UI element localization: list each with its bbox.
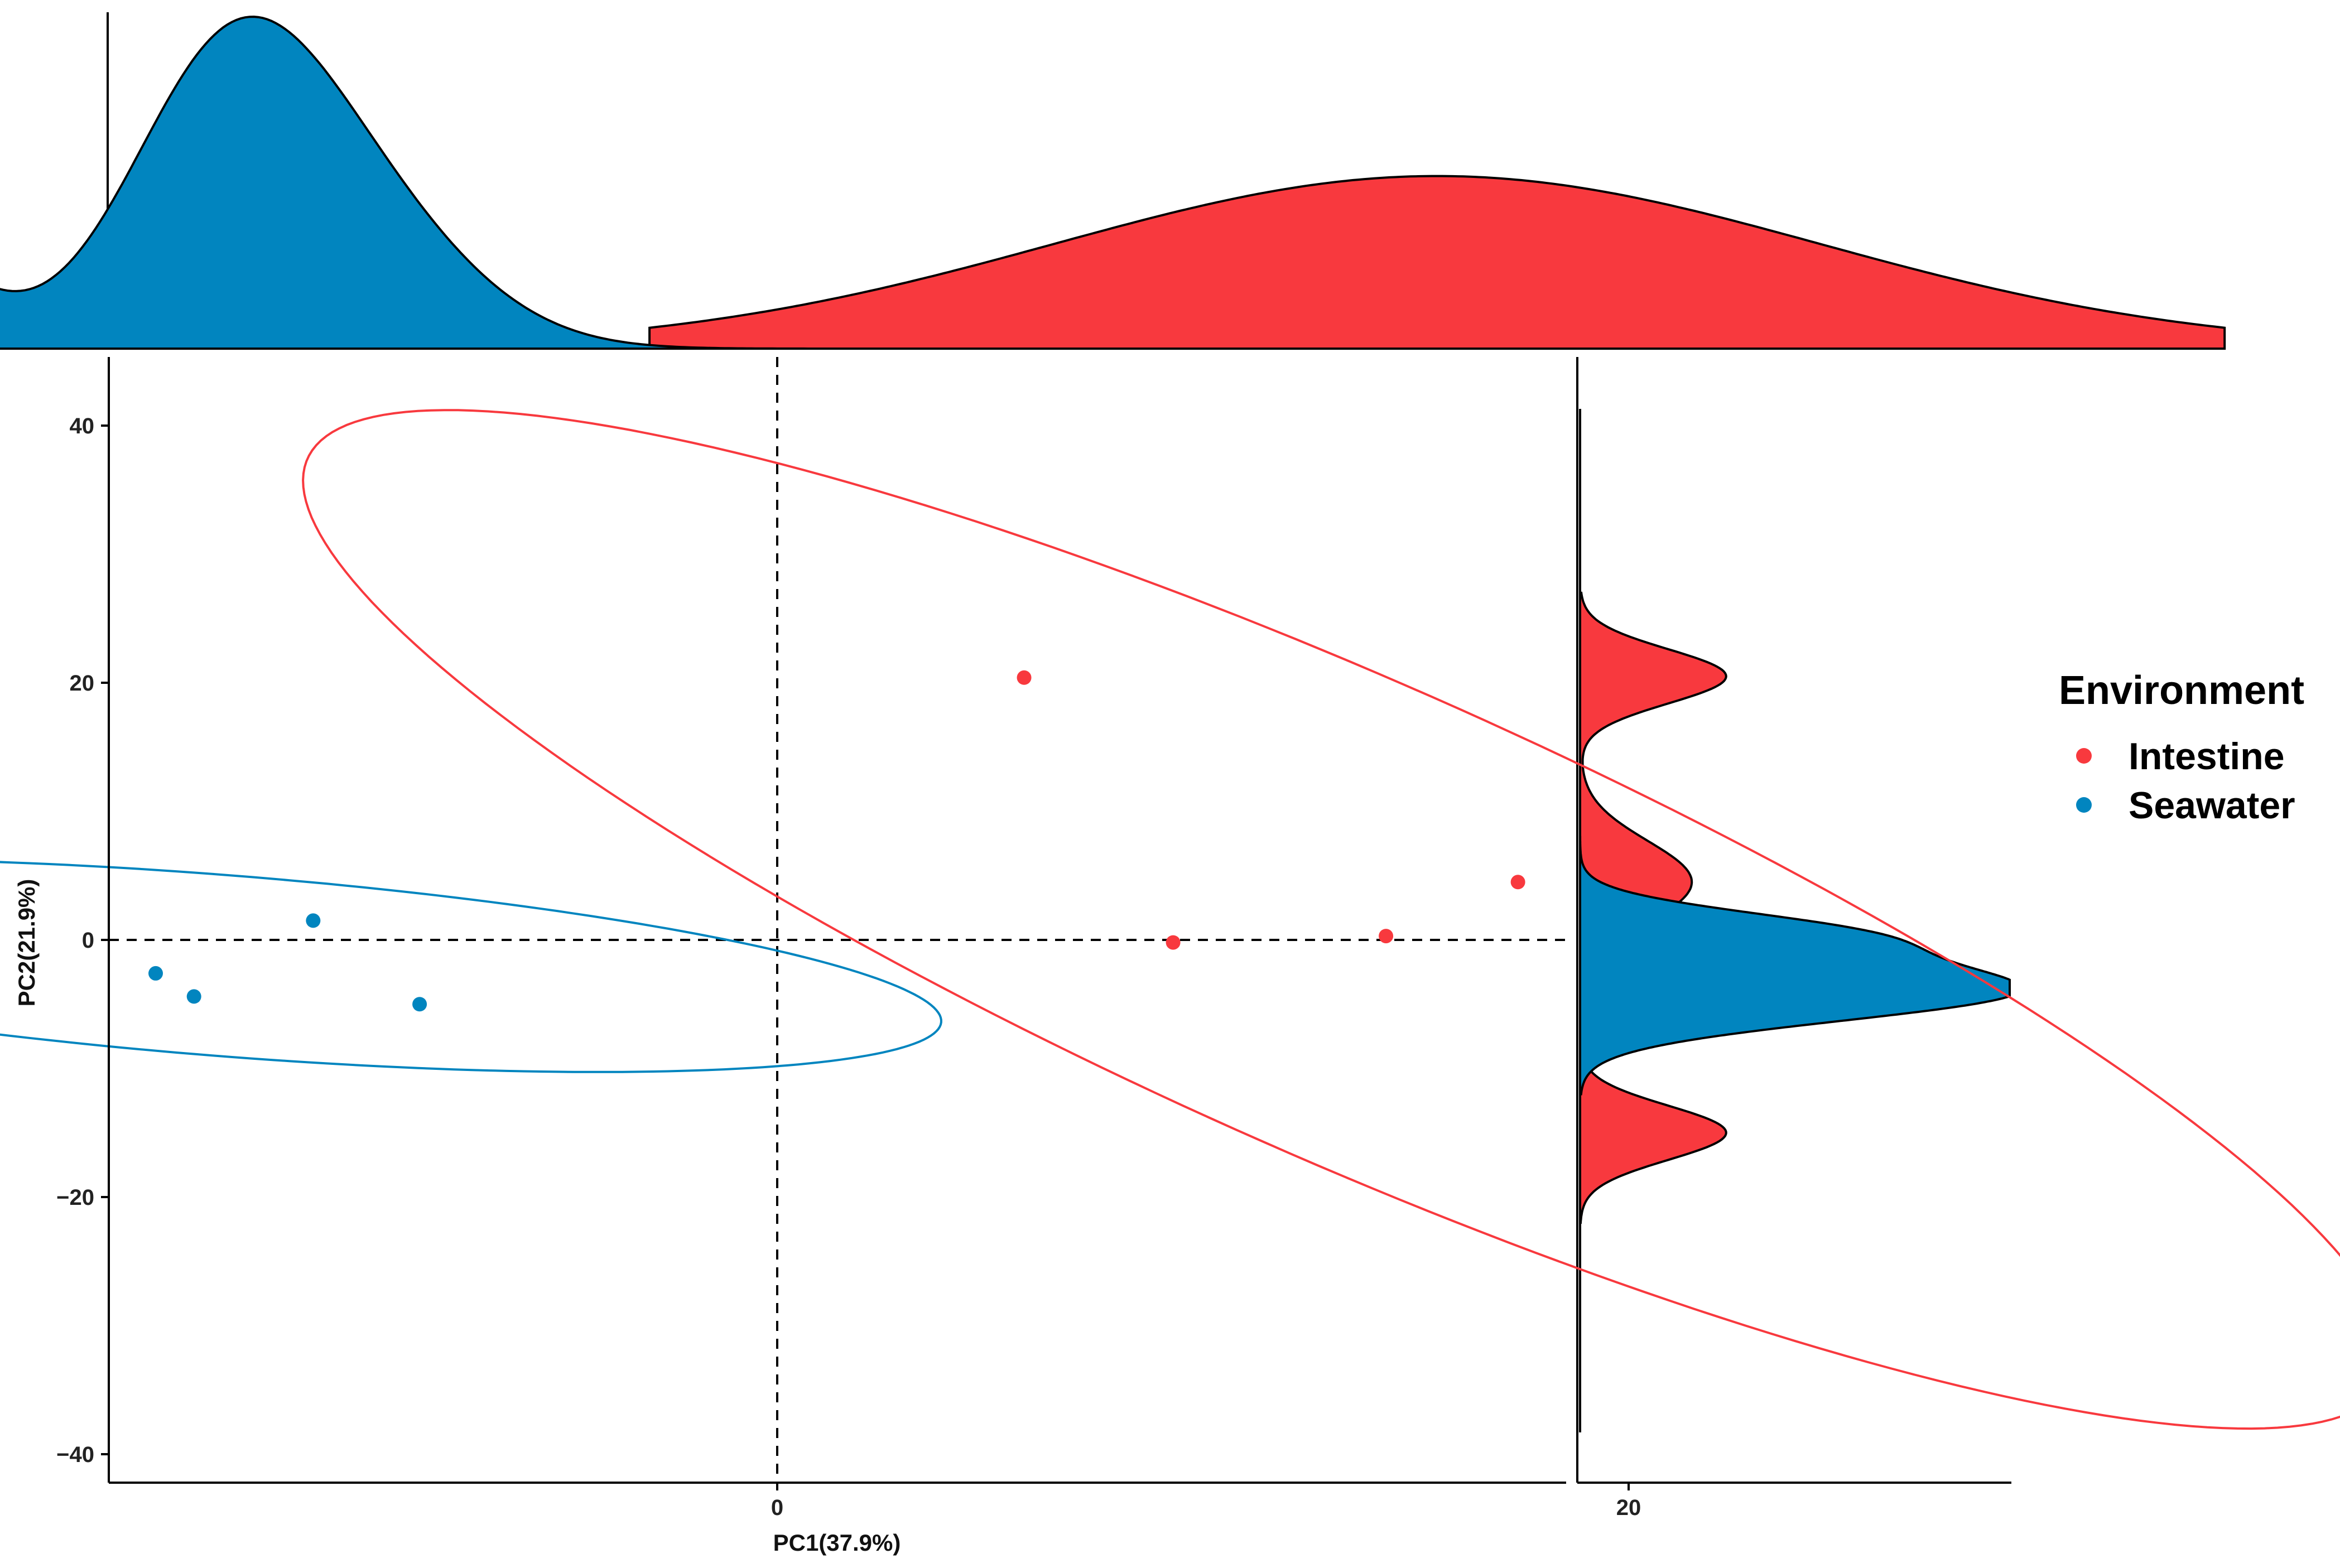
x-axis-title: PC1(37.9%) bbox=[773, 1530, 901, 1556]
seawater-data-point bbox=[306, 913, 321, 928]
y-tick-label: 20 bbox=[70, 671, 95, 696]
main-scatter-panel bbox=[0, 357, 2340, 1483]
y-tick-label: −20 bbox=[56, 1185, 94, 1210]
seawater-data-point bbox=[148, 966, 163, 981]
intestine-data-point bbox=[1698, 1121, 1713, 1136]
x-tick-label: 20 bbox=[1616, 1495, 1641, 1520]
right-density-panel bbox=[1576, 357, 2011, 1484]
x-tick-label: 0 bbox=[771, 1495, 783, 1520]
legend: Environment Intestine Seawater bbox=[2059, 668, 2304, 827]
seawater-data-point bbox=[186, 989, 201, 1004]
top-density-panel bbox=[0, 12, 2226, 350]
y-axis-title: PC2(21.9%) bbox=[13, 879, 40, 1007]
y-tick-label: 0 bbox=[82, 928, 94, 953]
intestine-x-density-area bbox=[648, 175, 2226, 350]
intestine-confidence-ellipse bbox=[302, 409, 2340, 1430]
seawater-x-density-area bbox=[0, 15, 905, 350]
intestine-data-point bbox=[1379, 929, 1394, 944]
intestine-legend-swatch bbox=[2076, 748, 2092, 764]
y-tick-label: 40 bbox=[70, 414, 95, 438]
seawater-legend-label: Seawater bbox=[2129, 784, 2295, 827]
seawater-confidence-ellipse bbox=[0, 861, 942, 1073]
intestine-legend-label: Intestine bbox=[2129, 735, 2285, 778]
intestine-data-point bbox=[1510, 875, 1525, 890]
intestine-data-point bbox=[1166, 935, 1181, 950]
seawater-legend-swatch bbox=[2076, 797, 2092, 813]
seawater-data-point bbox=[412, 997, 427, 1012]
intestine-data-point bbox=[1017, 670, 1032, 685]
y-tick-label: −40 bbox=[56, 1442, 94, 1467]
legend-title: Environment bbox=[2059, 668, 2304, 713]
seawater-y-density-area bbox=[1579, 836, 2011, 1096]
